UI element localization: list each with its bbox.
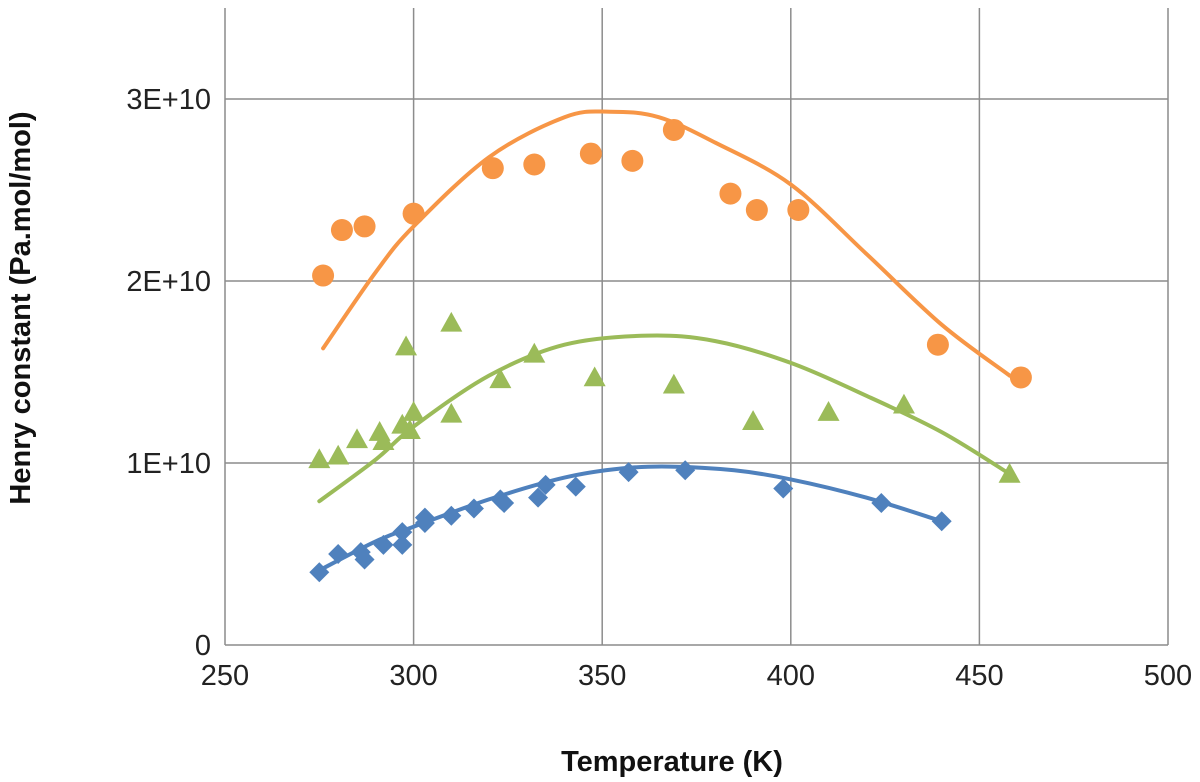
triangle-data-point [489, 368, 512, 389]
circle-data-point [481, 157, 504, 180]
diamond-series-fit-curve [317, 464, 944, 573]
triangle-data-point [998, 462, 1021, 483]
circle-data-point [621, 149, 644, 172]
diamond-data-point [871, 493, 892, 514]
diamond-data-point [392, 522, 413, 543]
circle-series-fit-curve [321, 109, 1012, 378]
triangle-data-point [440, 402, 463, 423]
diamond-data-point [354, 549, 375, 570]
diamond-data-point [328, 544, 349, 564]
circle-data-point [330, 219, 353, 242]
circle-data-point [1009, 366, 1032, 389]
triangle-data-point [395, 335, 418, 356]
triangle-data-point [742, 410, 765, 430]
diamond-data-point [618, 462, 639, 483]
y-axis-title: Henry constant (Pa.mol/mol) [5, 111, 37, 504]
x-tick-label: 400 [767, 660, 815, 692]
triangle-data-point [327, 444, 350, 465]
diamond-data-point [528, 487, 549, 508]
triangle-data-point [817, 401, 840, 421]
triangle-data-point [440, 311, 463, 332]
x-tick-label: 450 [955, 660, 1003, 692]
circle-data-point [523, 153, 546, 176]
diamond-data-point [441, 505, 462, 526]
y-tick-label: 2E+10 [126, 266, 211, 298]
diamond-data-point [773, 478, 794, 499]
diamond-data-point [392, 534, 413, 555]
triangle-data-point [402, 401, 425, 421]
gridlines [224, 8, 1169, 646]
diamond-data-point [463, 498, 484, 519]
triangle-data-point [662, 373, 685, 394]
triangle-data-point [372, 430, 395, 450]
diamond-data-point [565, 476, 586, 497]
x-tick-label: 500 [1144, 660, 1192, 692]
circle-data-point [787, 199, 810, 222]
circle-data-point [926, 333, 949, 356]
triangle-data-point [346, 428, 369, 449]
circle-data-point [312, 264, 335, 287]
y-tick-label: 3E+10 [126, 84, 211, 116]
fit-curves [317, 109, 1012, 573]
circle-data-point [745, 199, 768, 222]
y-tick-label: 0 [195, 630, 211, 662]
diamond-data-point [931, 511, 952, 532]
x-tick-label: 300 [389, 660, 437, 692]
diamond-data-point [309, 562, 330, 583]
diamond-data-point [535, 474, 556, 495]
circle-data-point [353, 215, 376, 238]
diamond-data-point [414, 513, 435, 534]
triangle-data-point [892, 393, 915, 414]
triangle-data-point [308, 448, 331, 469]
y-tick-label: 1E+10 [126, 448, 211, 480]
data-points [308, 118, 1032, 583]
diamond-data-point [373, 534, 394, 555]
diamond-data-point [675, 460, 696, 481]
x-axis-title: Temperature (K) [561, 746, 783, 778]
circle-data-point [662, 118, 685, 141]
diamond-data-point [494, 493, 515, 514]
circle-data-point [402, 202, 425, 225]
tick-labels: 250 300 350 400 450 500 0 1E+10 2E+10 3E+10 [126, 84, 1192, 692]
triangle-data-point [398, 419, 421, 440]
triangle-data-point [523, 342, 546, 363]
x-tick-label: 250 [201, 660, 249, 692]
x-tick-label: 350 [578, 660, 626, 692]
circle-data-point [579, 142, 602, 165]
circle-data-point [719, 182, 742, 205]
triangle-data-point [583, 366, 606, 387]
